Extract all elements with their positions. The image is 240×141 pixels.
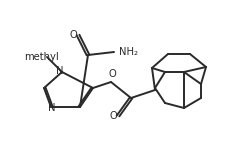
Text: O: O	[109, 111, 117, 121]
Text: N: N	[56, 66, 64, 76]
Text: N: N	[48, 103, 55, 113]
Text: methyl: methyl	[24, 52, 59, 62]
Text: NH₂: NH₂	[119, 47, 138, 57]
Text: O: O	[70, 30, 78, 40]
Text: O: O	[108, 69, 116, 79]
